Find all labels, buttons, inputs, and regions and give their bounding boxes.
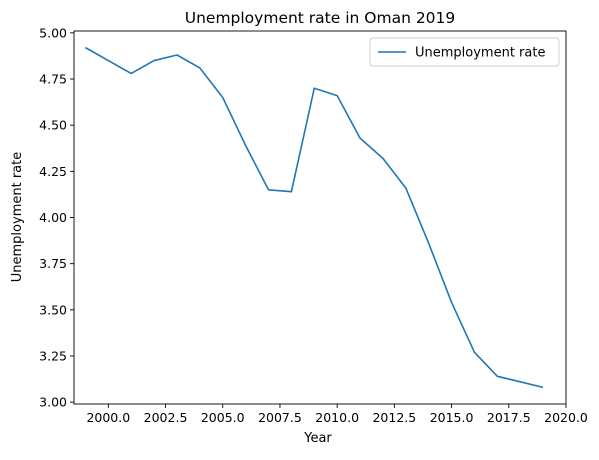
- y-tick-label: 3.00: [39, 395, 67, 410]
- x-tick-label: 2020.0: [544, 410, 588, 425]
- x-tick-label: 2007.5: [258, 410, 302, 425]
- y-axis-label: Unemployment rate: [10, 152, 25, 282]
- y-tick-label: 4.25: [39, 164, 67, 179]
- y-tick-label: 4.00: [39, 210, 67, 225]
- y-tick-label: 5.00: [39, 25, 67, 40]
- legend-label: Unemployment rate: [415, 46, 545, 61]
- series-line-unemployment-rate: [85, 46, 544, 389]
- x-tick-label: 2017.5: [487, 410, 531, 425]
- y-tick-label: 3.75: [39, 256, 67, 271]
- y-tick-label: 3.25: [39, 348, 67, 363]
- y-tick-label: 4.75: [39, 72, 67, 87]
- x-tick-label: 2000.0: [86, 410, 130, 425]
- x-axis-label: Year: [303, 431, 332, 446]
- x-tick-label: 2015.0: [430, 410, 474, 425]
- plot-frame: [73, 30, 567, 405]
- legend-box: [369, 37, 560, 67]
- plot-area: 2000.0 2002.5 2005.0 2007.5 2010.0 2012.5 2015…: [39, 25, 588, 425]
- y-tick-label: 4.50: [39, 118, 67, 133]
- x-tick-label: 2005.0: [201, 410, 245, 425]
- x-tick-label: 2012.5: [372, 410, 416, 425]
- x-tick-label: 2010.0: [315, 410, 359, 425]
- chart-title: Unemployment rate in Oman 2019: [185, 9, 456, 27]
- y-tick-label: 3.50: [39, 302, 67, 317]
- x-tick-label: 2002.5: [144, 410, 188, 425]
